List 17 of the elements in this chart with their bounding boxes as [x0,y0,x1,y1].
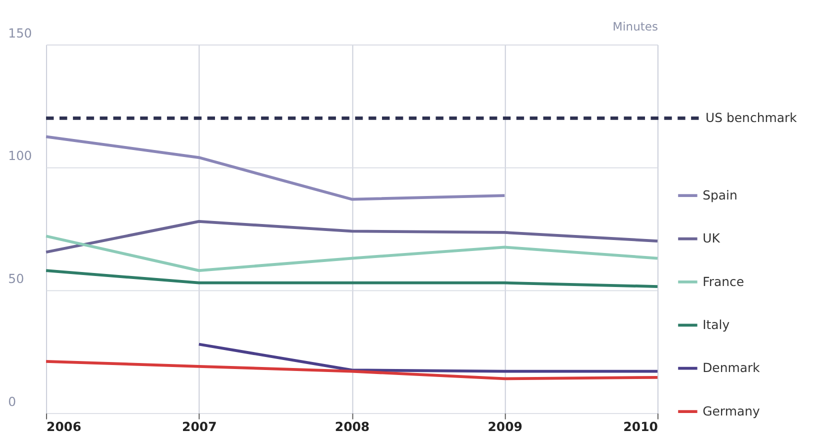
legend-label: UK [702,230,721,246]
y-tick-label: 0 [8,394,16,409]
x-tick-label: 2006 [46,418,82,434]
x-tick-label: 2008 [334,418,370,434]
x-tick-label: 2009 [488,418,522,434]
legend-label: Spain [702,187,738,202]
x-tick-label: 2007 [182,418,217,434]
legend-label: Denmark [702,360,761,376]
legend-label: France [702,274,744,289]
legend-label: Germany [702,403,760,418]
y-tick-label: 100 [8,148,32,164]
ref-line-label: US benchmark [705,110,798,126]
y-axis-title: Minutes [612,20,658,34]
y-tick-label: 50 [8,271,24,286]
legend-label: Italy [702,317,730,332]
y-tick-label: 150 [8,25,32,40]
x-tick-label: 2010 [623,418,658,434]
